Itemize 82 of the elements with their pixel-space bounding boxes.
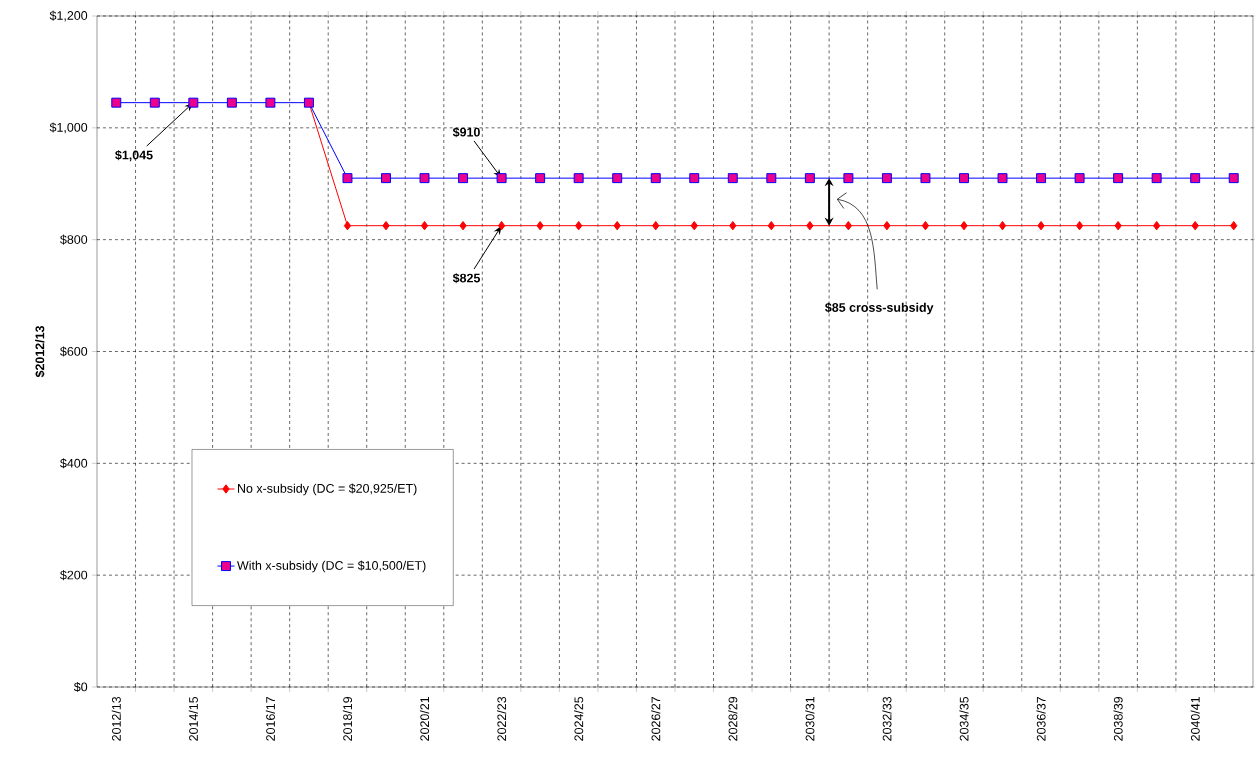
x-tick-label: 2014/15 [188,696,198,741]
point [149,97,160,108]
point [111,97,122,108]
point [1190,173,1201,184]
legend-label: No x-subsidy (DC = $20,925/ET) [238,483,417,496]
y-tick-label: $600 [60,346,88,357]
point [1036,173,1047,184]
y-axis-title: $2012/13 [34,325,46,378]
point [959,173,969,184]
point [727,173,738,184]
point [1230,221,1238,231]
point [804,173,815,184]
point [843,173,854,184]
point [806,221,814,231]
point [1191,221,1199,231]
annotation: $1,045 [115,150,153,162]
point [613,221,621,231]
y-tick-label: $800 [60,234,88,245]
point [689,173,700,184]
x-tick-label: 2034/35 [959,696,969,741]
x-tick-label: 2016/17 [265,696,275,741]
x-tick-label: 2020/21 [419,696,430,741]
legend-label: With x-subsidy (DC = $10,500/ET) [237,560,426,573]
y-tick-label: $400 [60,458,88,469]
point [881,173,892,184]
point [188,97,199,108]
point [265,97,276,108]
point [650,173,661,184]
annotation: $910 [452,127,480,138]
point [342,173,353,184]
y-tick-label: $1,200 [49,10,88,22]
x-tick-label: 2022/23 [497,696,507,741]
point [1153,221,1161,231]
point [419,173,430,184]
x-tick-label: 2018/19 [342,696,353,741]
point [1113,173,1124,184]
point [1037,221,1045,231]
x-tick-label: 2032/33 [882,696,892,741]
point [1151,173,1162,184]
point [652,221,660,231]
point [536,221,544,231]
point [920,173,931,184]
point [458,173,469,184]
point [497,221,506,231]
x-tick-label: 2040/41 [1190,696,1200,741]
point [226,97,237,108]
point [420,221,429,231]
point [960,221,968,231]
point [1114,221,1122,231]
x-tick-label: 2028/29 [728,696,738,741]
point [766,173,777,184]
point [382,221,390,231]
x-tick-label: 2024/25 [574,696,584,741]
point [573,173,584,184]
point [535,173,546,184]
x-tick-label: 2030/31 [805,696,815,741]
point [844,221,853,231]
y-tick-label: $1,000 [49,122,88,134]
x-tick-label: 2038/39 [1113,696,1123,741]
point [1074,173,1085,184]
annotation: $825 [452,273,481,284]
x-tick-label: 2012/13 [111,696,121,741]
point [921,221,930,231]
x-tick-label: 2036/37 [1036,696,1046,741]
point [767,221,775,231]
point [997,173,1008,184]
point [343,221,352,231]
point [729,221,737,231]
point [496,173,507,184]
point [1228,173,1239,184]
point [381,173,391,184]
y-tick-label: $0 [73,681,88,693]
y-tick-label: $200 [60,570,88,581]
annotation: $85 cross-subsidy [825,302,934,315]
point [690,221,698,231]
point [612,173,623,184]
point [575,221,583,231]
point [883,221,891,231]
point [998,221,1007,231]
x-tick-label: 2026/27 [651,696,661,741]
point [1075,221,1084,231]
point [459,221,467,231]
